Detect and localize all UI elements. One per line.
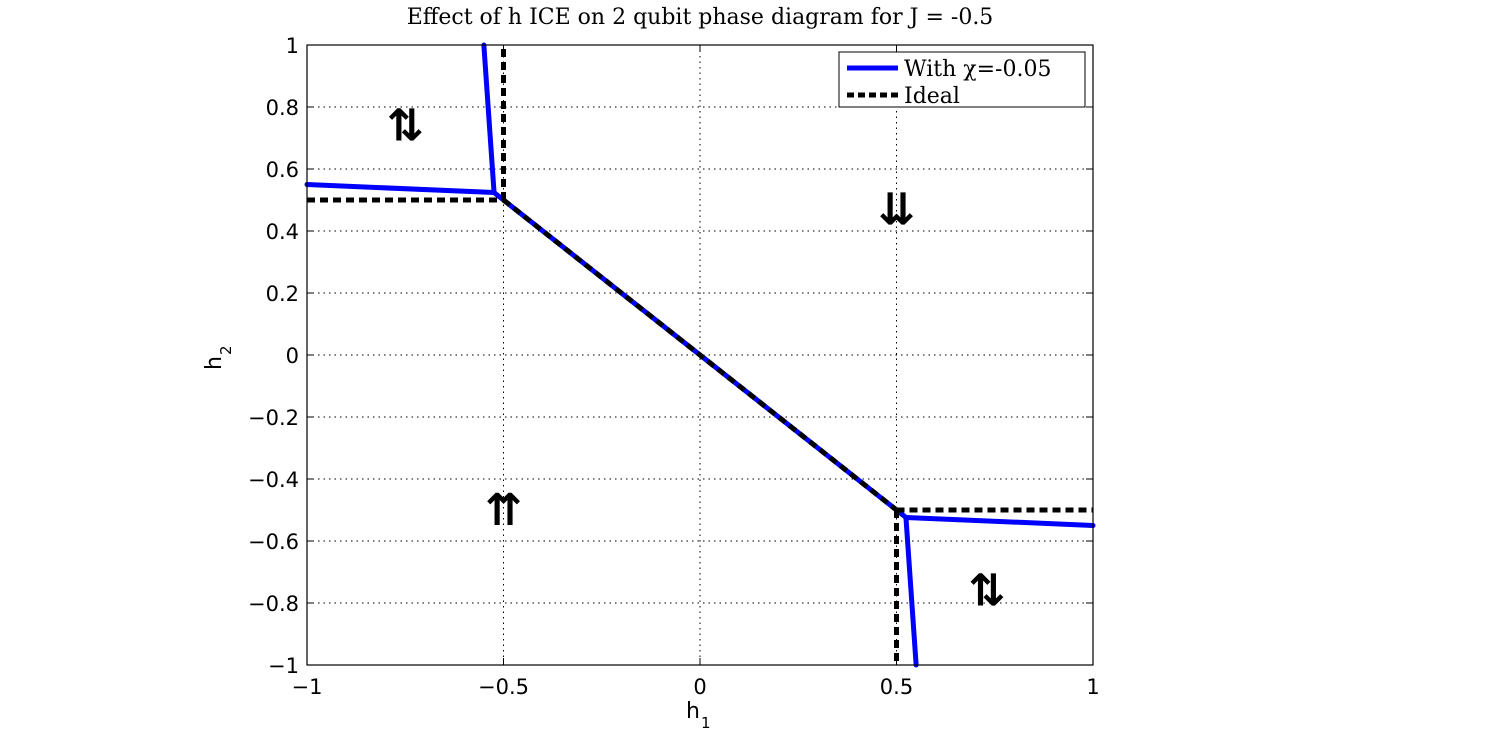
- y-tick-label: 0.4: [266, 220, 299, 244]
- tick-marks: [306, 44, 1094, 666]
- legend-label-with-chi: With χ=-0.05: [904, 57, 1051, 82]
- x-tick-label: 0.5: [880, 675, 913, 699]
- y-axis-label-group: h2: [202, 346, 235, 371]
- y-tick-label: 0.6: [266, 158, 299, 182]
- y-tick-label: −1: [268, 654, 299, 678]
- series-ideal: [307, 45, 1093, 665]
- spin-state-label: ⇊: [878, 184, 915, 235]
- spin-state-label: ⇅: [387, 101, 424, 152]
- x-tick-labels: −1 −0.5 0 0.5 1: [292, 675, 1100, 699]
- x-axis-label: h1: [686, 699, 711, 732]
- y-axis-label-main: h: [202, 356, 227, 370]
- series-with-chi-segment: [481, 42, 497, 196]
- region-annotations: ⇅ ⇊ ⇈ ⇅: [387, 101, 1006, 617]
- x-tick-label: 1: [1086, 675, 1099, 699]
- x-tick-label: −1: [292, 675, 323, 699]
- series-with-chi-segment: [903, 514, 1096, 528]
- y-tick-labels: 1 0.8 0.6 0.4 0.2 0 −0.2 −0.4 −0.6 −0.8 −1: [248, 34, 299, 678]
- series-with-chi-segment: [304, 182, 497, 196]
- y-tick-label: −0.6: [248, 530, 299, 554]
- spin-state-label: ⇈: [485, 485, 522, 536]
- x-tick-label: 0: [693, 675, 706, 699]
- y-tick-label: 0.2: [266, 282, 299, 306]
- y-tick-label: 1: [286, 34, 299, 58]
- series-with-chi-segment: [903, 514, 919, 668]
- x-axis-label-sub: 1: [701, 714, 711, 732]
- legend: With χ=-0.05 Ideal: [838, 51, 1086, 109]
- y-tick-label: 0.8: [266, 96, 299, 120]
- y-tick-label: 0: [286, 344, 299, 368]
- x-tick-label: −0.5: [478, 675, 529, 699]
- legend-label-ideal: Ideal: [904, 84, 960, 109]
- series-ideal-segment: [501, 198, 899, 512]
- chart-title: Effect of h ICE on 2 qubit phase diagram…: [407, 5, 994, 30]
- y-axis-label-sub: 2: [217, 346, 235, 356]
- y-tick-label: −0.8: [248, 592, 299, 616]
- y-tick-label: −0.2: [248, 406, 299, 430]
- y-axis-label: h2: [202, 346, 235, 371]
- legend-box: [838, 51, 1086, 108]
- y-tick-label: −0.4: [248, 468, 299, 492]
- spin-state-label: ⇅: [968, 566, 1005, 617]
- series-layer: [304, 42, 1096, 668]
- x-axis-label-main: h: [686, 699, 700, 724]
